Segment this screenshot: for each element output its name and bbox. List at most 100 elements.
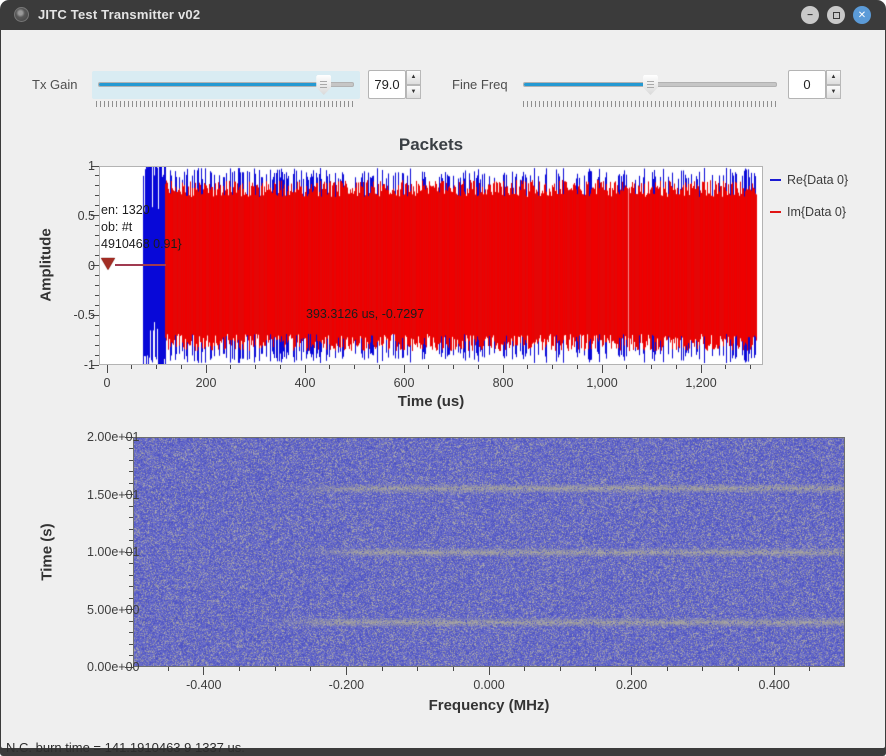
maximize-icon (832, 11, 840, 19)
fine-freq-value-field[interactable]: 0 (788, 70, 826, 99)
axis-tick (488, 667, 490, 675)
fine-freq-spin-up-icon[interactable]: ▲ (826, 70, 841, 85)
axis-tick (129, 528, 133, 530)
legend-label-im: Im{Data 0} (787, 205, 847, 219)
axis-tick (809, 667, 811, 671)
axis-tick (595, 667, 597, 671)
tx-gain-handle[interactable] (316, 75, 332, 95)
maximize-button[interactable] (827, 6, 845, 24)
legend-item-im[interactable]: Im{Data 0} (770, 205, 846, 219)
tx-gain-value-field[interactable]: 79.0 (368, 70, 406, 99)
y-tick-label: 0.5 (77, 208, 95, 223)
axis-tick (95, 245, 99, 247)
axis-tick (626, 365, 628, 369)
x-tick-label: -0.400 (186, 678, 222, 692)
axis-tick (725, 365, 727, 369)
minimize-button[interactable]: − (801, 6, 819, 24)
axis-tick (129, 586, 133, 587)
x-tick-label: 0 (103, 376, 111, 390)
tx-gain-groove[interactable] (98, 82, 354, 87)
axis-tick (95, 354, 99, 356)
y-tick-label: 1 (88, 159, 95, 173)
time-axis-label: Time (us) (397, 393, 465, 410)
axis-tick (125, 551, 133, 553)
titlebar[interactable]: JITC Test Transmitter v02 − ✕ (0, 0, 886, 30)
axis-tick (129, 632, 133, 633)
axis-tick (428, 365, 430, 369)
tx-gain-spin-down-icon[interactable]: ▼ (406, 84, 421, 99)
x-tick-label: 800 (492, 376, 514, 390)
fine-freq-spin-arrows: ▲ ▼ (826, 70, 841, 99)
axis-tick (310, 667, 312, 671)
x-tick-label: 200 (195, 376, 217, 390)
im-line-swatch (770, 211, 781, 213)
y-tick-label: 5.00e+00 (87, 602, 140, 617)
axis-tick (304, 365, 306, 373)
legend-label-re: Re{Data 0} (787, 173, 849, 187)
axis-tick (524, 667, 526, 671)
re-line-swatch (770, 179, 781, 181)
axis-tick (354, 365, 355, 369)
axis-tick (381, 667, 383, 671)
axis-tick (129, 563, 133, 564)
x-tick-label: 600 (393, 376, 415, 390)
legend-item-re[interactable]: Re{Data 0} (770, 173, 848, 187)
x-tick-label: 0.200 (615, 678, 648, 692)
waterfall-canvas[interactable] (134, 438, 844, 666)
axis-tick (666, 667, 668, 671)
fine-freq-label: Fine Freq (452, 77, 508, 92)
fine-freq-tickmarks (523, 101, 777, 107)
close-button[interactable]: ✕ (853, 6, 871, 24)
fine-freq-slider[interactable] (517, 71, 783, 99)
x-tick-label: 0.400 (758, 678, 790, 692)
packets-canvas[interactable] (100, 167, 762, 364)
cursor-readout: 393.3126 us, -0.7297 (306, 307, 425, 321)
tx-gain-tickmarks (96, 101, 356, 107)
axis-tick (91, 165, 99, 167)
axis-tick (203, 667, 205, 675)
tag-text-line2: ob: #t (101, 220, 133, 234)
axis-tick (129, 517, 133, 518)
axis-tick (95, 324, 99, 326)
axis-tick (180, 365, 182, 369)
axis-tick (129, 620, 133, 622)
fine-freq-spin-down-icon[interactable]: ▼ (826, 84, 841, 99)
y-tick-label: 1.50e+01 (87, 487, 140, 502)
fine-freq-fill (524, 83, 650, 86)
axis-tick (167, 667, 169, 671)
axis-tick (576, 365, 578, 369)
tx-gain-slider[interactable] (92, 71, 360, 99)
tx-gain-label: Tx Gain (32, 77, 78, 92)
axis-tick (125, 436, 133, 438)
y-tick-label: 0 (88, 258, 95, 273)
axis-tick (95, 235, 99, 237)
app-icon (14, 7, 29, 22)
axis-tick (91, 364, 99, 366)
axis-tick (651, 365, 652, 369)
tx-gain-fill (99, 83, 323, 86)
axis-tick (125, 494, 133, 495)
status-text: N.C. burn time = 141.1910463 9 1337 us. (6, 740, 245, 755)
tx-gain-spin-up-icon[interactable]: ▲ (406, 70, 421, 85)
tag-marker-line (114, 264, 167, 266)
axis-tick (129, 643, 133, 645)
axis-tick (502, 365, 504, 373)
axis-tick (378, 365, 380, 369)
fine-freq-handle[interactable] (643, 75, 658, 95)
axis-tick (452, 667, 454, 671)
axis-tick (205, 365, 207, 373)
axis-tick (156, 365, 157, 369)
axis-tick (738, 667, 740, 671)
axis-tick (274, 667, 276, 671)
axis-tick (345, 667, 347, 675)
axis-tick (129, 655, 133, 656)
axis-tick (106, 365, 108, 373)
axis-tick (750, 365, 751, 369)
y-tick-label: 2.00e+01 (87, 430, 140, 444)
axis-tick (95, 175, 99, 177)
axis-tick (702, 667, 704, 671)
axis-tick (129, 482, 133, 484)
waterfall-time-axis-label: Time (s) (38, 523, 56, 581)
axis-tick (91, 265, 99, 266)
